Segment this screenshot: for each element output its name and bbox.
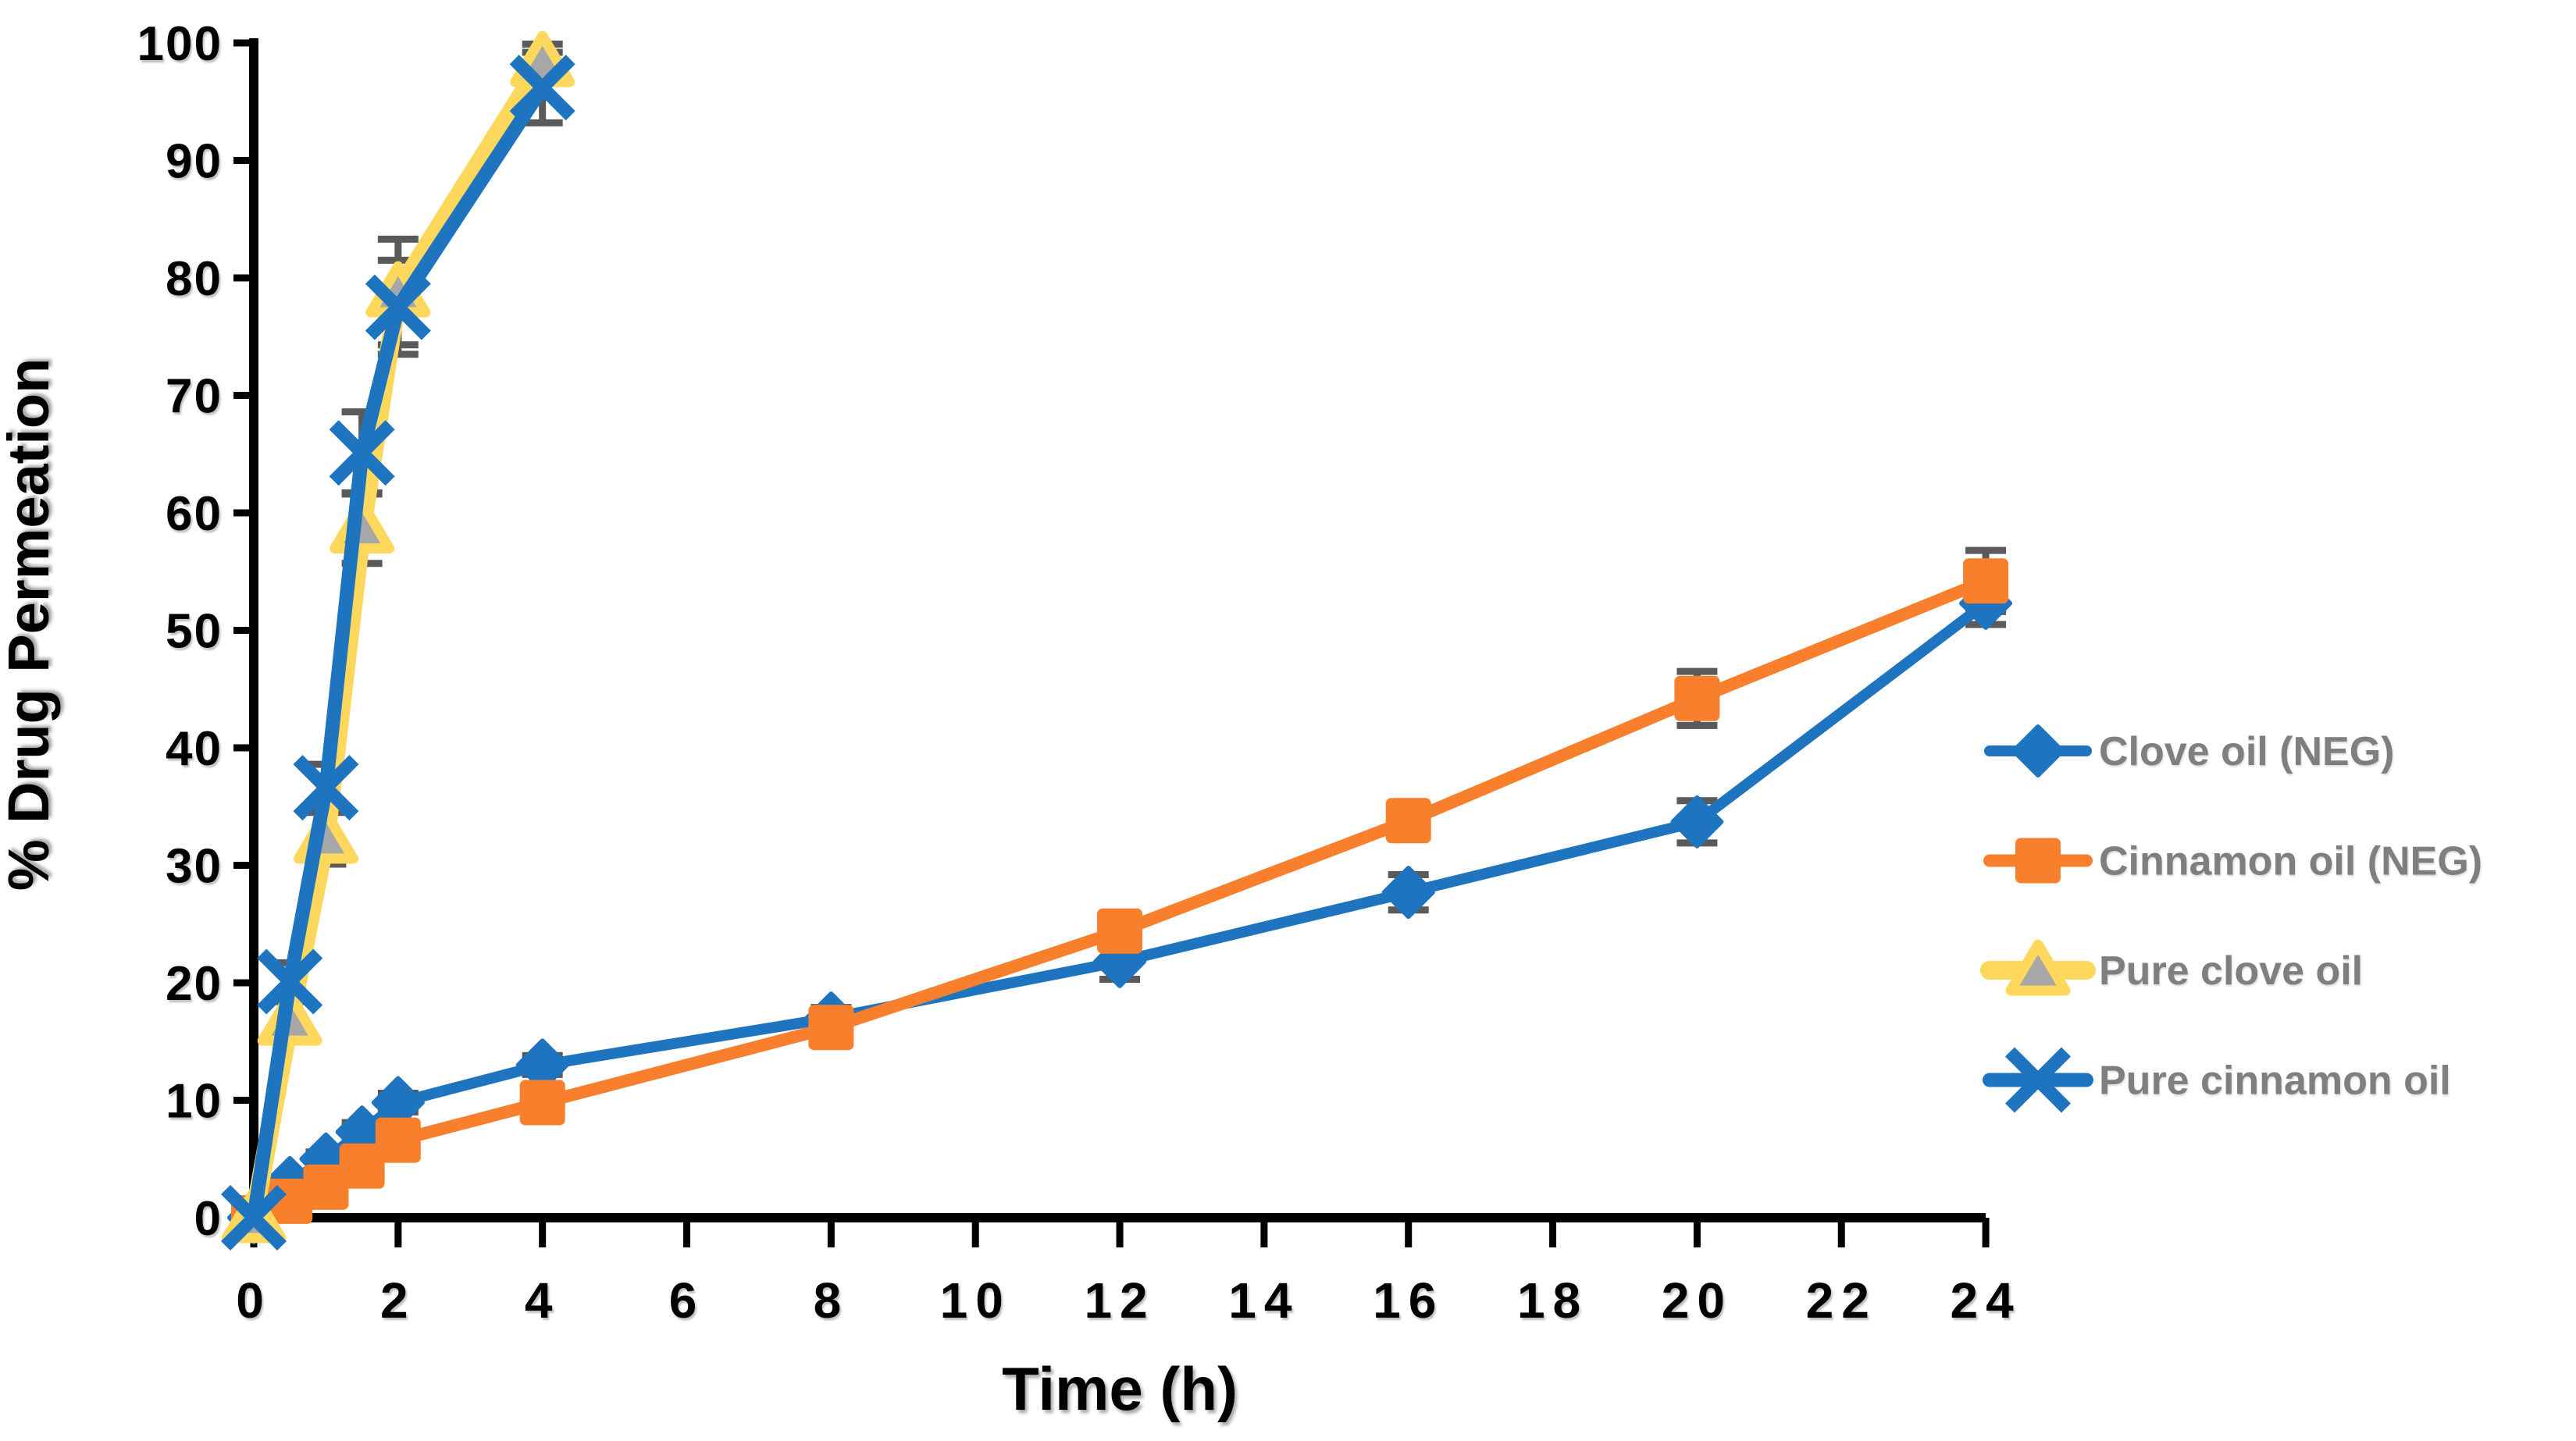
error-bars bbox=[269, 41, 2007, 1210]
y-tick-label: 50 bbox=[166, 605, 223, 659]
legend-swatch-marker bbox=[2004, 1047, 2072, 1113]
data-point-clove-oil-neg bbox=[1381, 866, 1435, 920]
y-tick-label: 0 bbox=[194, 1192, 223, 1246]
data-point-pure-cinnamon-oil bbox=[257, 948, 323, 1015]
x-tick-label: 14 bbox=[1228, 1272, 1299, 1329]
x-tick-label: 12 bbox=[1084, 1272, 1155, 1329]
series-line-cinnamon-oil-neg bbox=[248, 575, 1993, 1224]
data-point-cinnamon-oil-neg bbox=[808, 1005, 854, 1051]
legend-label: Clove oil (NEG) bbox=[2099, 729, 2394, 774]
x-axis-title: Time (h) bbox=[1002, 1354, 1238, 1423]
x-tick-label: 24 bbox=[1950, 1272, 2021, 1329]
x-tick-label: 4 bbox=[525, 1272, 561, 1329]
legend-swatch-marker bbox=[2011, 724, 2065, 777]
x-tick-label: 0 bbox=[236, 1272, 272, 1329]
legend-item-pure-cinnamon-oil[interactable]: Pure cinnamon oil bbox=[1983, 1047, 2451, 1113]
series-line-pure-cinnamon-oil bbox=[247, 80, 550, 1225]
data-point-cinnamon-oil-neg bbox=[1963, 558, 2009, 604]
legend-label: Cinnamon oil (NEG) bbox=[2099, 839, 2482, 884]
y-tick-label: 60 bbox=[166, 487, 223, 541]
y-tick-label: 80 bbox=[166, 252, 223, 306]
legend-swatch-marker bbox=[2005, 939, 2071, 996]
legend-label: Pure cinnamon oil bbox=[2099, 1059, 2451, 1104]
data-point-cinnamon-oil-neg bbox=[303, 1164, 349, 1210]
data-point-cinnamon-oil-neg bbox=[1385, 798, 1431, 844]
y-axis-title: % Drug Permeation bbox=[0, 358, 61, 891]
x-tick-label: 16 bbox=[1373, 1272, 1444, 1329]
x-tick-label: 8 bbox=[814, 1272, 850, 1329]
x-tick-label: 6 bbox=[669, 1272, 705, 1329]
x-tick-label: 20 bbox=[1662, 1272, 1733, 1329]
y-tick-label: 10 bbox=[166, 1075, 223, 1129]
legend-item-pure-clove-oil[interactable]: Pure clove oil bbox=[1980, 939, 2363, 996]
data-point-cinnamon-oil-neg bbox=[519, 1080, 565, 1126]
x-tick-label: 22 bbox=[1806, 1272, 1877, 1329]
legend: Clove oil (NEG) Cinnamon oil (NEG) Pure cl… bbox=[1980, 724, 2482, 1113]
y-tick-label: 90 bbox=[166, 135, 223, 189]
data-point-pure-cinnamon-oil bbox=[509, 55, 575, 121]
data-point-pure-cinnamon-oil bbox=[329, 420, 395, 486]
x-tick-label: 10 bbox=[940, 1272, 1011, 1329]
y-tick-label: 20 bbox=[166, 957, 223, 1011]
data-point-pure-cinnamon-oil bbox=[365, 274, 431, 340]
data-point-clove-oil-neg bbox=[1670, 795, 1724, 849]
data-point-cinnamon-oil-neg bbox=[339, 1143, 385, 1189]
data-point-pure-cinnamon-oil bbox=[220, 1184, 287, 1251]
series-pure-cinnamon-oil bbox=[220, 55, 575, 1251]
y-tick-label: 30 bbox=[166, 840, 223, 894]
x-tick-label: 18 bbox=[1517, 1272, 1588, 1329]
data-point-cinnamon-oil-neg bbox=[375, 1117, 421, 1163]
data-point-cinnamon-oil-neg bbox=[1097, 908, 1143, 954]
legend-label: Pure clove oil bbox=[2099, 948, 2363, 994]
series-cinnamon-oil-neg bbox=[231, 558, 2009, 1240]
legend-item-clove-oil-neg[interactable]: Clove oil (NEG) bbox=[1984, 724, 2394, 777]
data-point-cinnamon-oil-neg bbox=[1674, 675, 1720, 721]
y-tick-label: 40 bbox=[166, 722, 223, 776]
x-tick-label: 2 bbox=[380, 1272, 416, 1329]
legend-swatch-marker bbox=[2015, 838, 2061, 884]
y-tick-label: 100 bbox=[137, 17, 223, 71]
y-tick-label: 70 bbox=[166, 370, 223, 424]
legend-item-cinnamon-oil-neg[interactable]: Cinnamon oil (NEG) bbox=[1983, 838, 2482, 884]
data-point-pure-cinnamon-oil bbox=[293, 755, 359, 821]
